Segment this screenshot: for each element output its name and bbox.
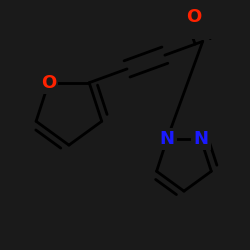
Text: N: N (193, 130, 208, 148)
Text: O: O (41, 74, 56, 92)
Text: O: O (186, 8, 202, 26)
Text: N: N (160, 130, 174, 148)
